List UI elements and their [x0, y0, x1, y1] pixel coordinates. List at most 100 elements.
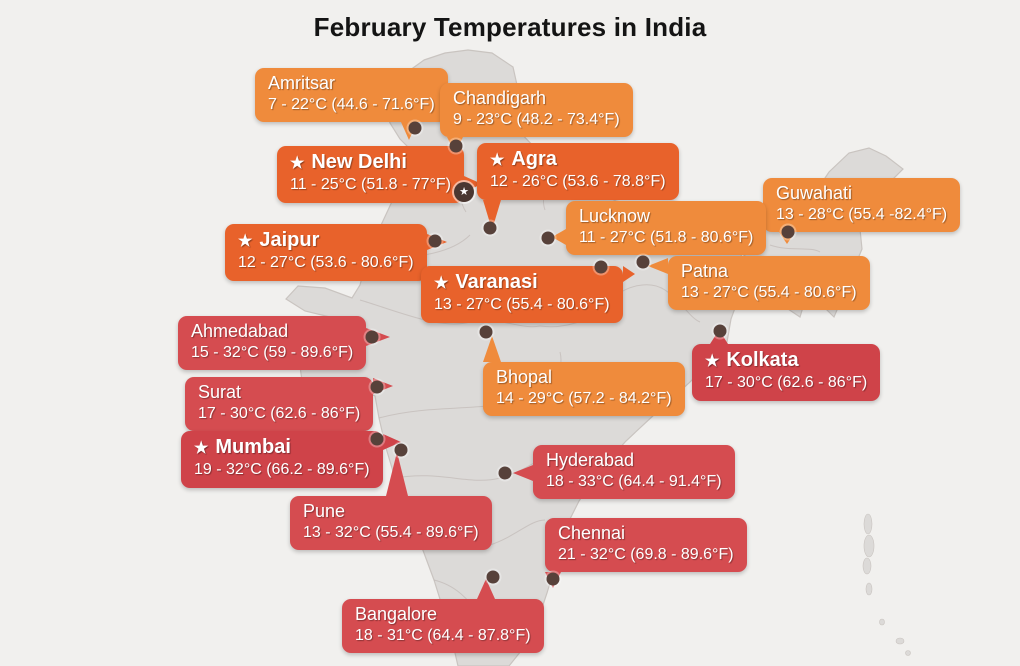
city-temperature: 18 - 31°C (64.4 - 87.8°F) — [355, 626, 531, 644]
city-name: Varanasi — [455, 271, 538, 293]
city-temperature: 11 - 25°C (51.8 - 77°F) — [290, 176, 452, 193]
city-name-row: Chandigarh — [453, 87, 620, 110]
callout-tail — [622, 266, 635, 282]
city-temperature: 11 - 27°C (51.8 - 80.6°F) — [579, 228, 754, 246]
star-icon: ★ — [705, 353, 720, 370]
city-name: Bangalore — [355, 604, 438, 624]
city-temperature: 14 - 29°C (57.2 - 84.2°F) — [496, 389, 672, 407]
city-name-row: Bangalore — [355, 603, 531, 626]
star-icon: ★ — [238, 233, 253, 250]
star-icon: ★ — [459, 185, 469, 198]
callout-tail — [648, 258, 668, 274]
city-callout-varanasi[interactable]: ★ Varanasi 13 - 27°C (55.4 - 80.6°F) — [421, 266, 635, 323]
city-temperature: 9 - 23°C (48.2 - 73.4°F) — [453, 110, 620, 128]
city-name: Patna — [681, 261, 729, 281]
city-name-row: ★ Kolkata — [705, 348, 867, 373]
city-temperature: 17 - 30°C (62.6 - 86°F) — [198, 404, 361, 422]
city-temperature: 12 - 26°C (53.6 - 78.8°F) — [490, 173, 666, 190]
city-marker-ahmedabad[interactable] — [365, 330, 379, 344]
city-callout-ahmedabad[interactable]: Ahmedabad 15 - 32°C (59 - 89.6°F) — [178, 316, 391, 371]
city-temperature: 13 - 28°C (55.4 -82.4°F) — [776, 205, 948, 223]
city-name-row: Ahmedabad — [191, 320, 353, 343]
city-name-row: Chennai — [558, 522, 734, 545]
callout-tail — [483, 336, 501, 362]
city-callout-guwahati[interactable]: Guwahati 13 - 28°C (55.4 -82.4°F) — [763, 178, 961, 245]
city-name: Surat — [198, 382, 242, 402]
city-marker-hyderabad[interactable] — [498, 466, 512, 480]
city-callout-mumbai[interactable]: ★ Mumbai 19 - 32°C (66.2 - 89.6°F) — [181, 431, 401, 488]
city-marker-mumbai[interactable] — [370, 432, 384, 446]
city-name: Ahmedabad — [191, 321, 289, 341]
city-callout-amritsar[interactable]: Amritsar 7 - 22°C (44.6 - 71.6°F) — [255, 68, 448, 141]
city-name-row: Bhopal — [496, 366, 672, 389]
city-temperature: 19 - 32°C (66.2 - 89.6°F) — [194, 461, 370, 478]
star-icon: ★ — [290, 155, 305, 172]
city-marker-surat[interactable] — [370, 380, 384, 394]
city-marker-pune[interactable] — [394, 443, 408, 457]
city-callout-bangalore[interactable]: Bangalore 18 - 31°C (64.4 - 87.8°F) — [342, 579, 544, 654]
city-marker-patna[interactable] — [636, 255, 650, 269]
city-marker-jaipur[interactable] — [428, 234, 442, 248]
city-temperature: 12 - 27°C (53.6 - 80.6°F) — [238, 254, 414, 271]
city-callout-surat[interactable]: Surat 17 - 30°C (62.6 - 86°F) — [185, 377, 394, 432]
callout-tail — [386, 452, 408, 496]
city-name: Jaipur — [259, 229, 320, 251]
city-callout-new-delhi[interactable]: ★ New Delhi 11 - 25°C (51.8 - 77°F) — [277, 146, 483, 203]
city-marker-chandigarh[interactable] — [449, 139, 463, 153]
city-name-row: ★ Mumbai — [194, 435, 370, 460]
city-name: Pune — [303, 501, 346, 521]
city-temperature: 21 - 32°C (69.8 - 89.6°F) — [558, 545, 734, 563]
city-name: Chennai — [558, 523, 626, 543]
city-callout-jaipur[interactable]: ★ Jaipur 12 - 27°C (53.6 - 80.6°F) — [225, 224, 447, 281]
city-name: Amritsar — [268, 73, 335, 93]
city-marker-varanasi[interactable] — [594, 260, 608, 274]
city-callout-lucknow[interactable]: Lucknow 11 - 27°C (51.8 - 80.6°F) — [552, 201, 767, 256]
city-name: Mumbai — [215, 436, 291, 458]
capital-marker-new-delhi[interactable]: ★ — [454, 182, 474, 202]
star-icon: ★ — [490, 152, 505, 169]
city-callout-patna[interactable]: Patna 13 - 27°C (55.4 - 80.6°F) — [648, 256, 870, 311]
city-callout-pune[interactable]: Pune 13 - 32°C (55.4 - 89.6°F) — [290, 452, 492, 551]
city-callout-chandigarh[interactable]: Chandigarh 9 - 23°C (48.2 - 73.4°F) — [440, 83, 633, 154]
star-icon: ★ — [194, 440, 209, 457]
city-name-row: ★ Jaipur — [238, 228, 414, 253]
city-name-row: Surat — [198, 381, 360, 404]
city-name: New Delhi — [311, 151, 407, 173]
city-marker-amritsar[interactable] — [408, 121, 422, 135]
city-callout-hyderabad[interactable]: Hyderabad 18 - 33°C (64.4 - 91.4°F) — [513, 445, 735, 500]
city-temperature: 13 - 27°C (55.4 - 80.6°F) — [681, 283, 857, 301]
page-title: February Temperatures in India — [313, 12, 707, 42]
city-name: Agra — [511, 148, 557, 170]
city-name-row: Hyderabad — [546, 449, 722, 472]
city-marker-kolkata[interactable] — [713, 324, 727, 338]
city-temperature: 17 - 30°C (62.6 - 86°F) — [705, 374, 868, 391]
callout-tail — [552, 229, 566, 245]
callout-tail — [477, 579, 495, 599]
city-callout-agra[interactable]: ★ Agra 12 - 26°C (53.6 - 78.8°F) — [477, 143, 679, 230]
city-temperature: 18 - 33°C (64.4 - 91.4°F) — [546, 472, 722, 490]
city-temperature: 15 - 32°C (59 - 89.6°F) — [191, 343, 354, 361]
city-name: Kolkata — [726, 349, 799, 371]
city-name-row: Pune — [303, 500, 479, 523]
andaman-islands — [862, 513, 911, 656]
city-callout-chennai[interactable]: Chennai 21 - 32°C (69.8 - 89.6°F) — [545, 518, 747, 589]
city-name: Guwahati — [776, 183, 853, 203]
city-marker-guwahati[interactable] — [781, 225, 795, 239]
city-temperature: 13 - 27°C (55.4 - 80.6°F) — [434, 296, 610, 313]
city-marker-agra[interactable] — [483, 221, 497, 235]
city-temperature: 13 - 32°C (55.4 - 89.6°F) — [303, 523, 479, 541]
city-temperature: 7 - 22°C (44.6 - 71.6°F) — [268, 95, 435, 113]
city-marker-bangalore[interactable] — [486, 570, 500, 584]
city-name-row: Guwahati — [776, 182, 947, 205]
city-marker-bhopal[interactable] — [479, 325, 493, 339]
city-callout-kolkata[interactable]: ★ Kolkata 17 - 30°C (62.6 - 86°F) — [692, 330, 881, 401]
city-name-row: Amritsar — [268, 72, 435, 95]
city-name: Lucknow — [579, 206, 651, 226]
city-name-row: Lucknow — [579, 205, 753, 228]
city-marker-chennai[interactable] — [546, 572, 560, 586]
city-callout-bhopal[interactable]: Bhopal 14 - 29°C (57.2 - 84.2°F) — [483, 336, 685, 417]
city-name: Chandigarh — [453, 88, 547, 108]
city-marker-lucknow[interactable] — [541, 231, 555, 245]
